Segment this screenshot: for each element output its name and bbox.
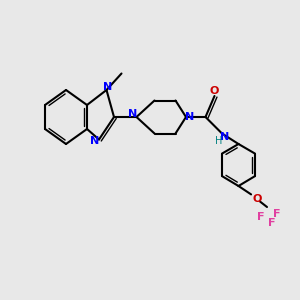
Text: N: N	[185, 112, 194, 122]
Text: H: H	[215, 136, 222, 146]
Text: O: O	[210, 85, 219, 96]
Text: F: F	[273, 208, 280, 219]
Text: N: N	[90, 136, 99, 146]
Text: N: N	[128, 109, 137, 119]
Text: N: N	[220, 131, 229, 142]
Text: O: O	[252, 194, 262, 204]
Text: F: F	[268, 218, 275, 229]
Text: F: F	[257, 212, 265, 223]
Text: N: N	[103, 82, 112, 92]
